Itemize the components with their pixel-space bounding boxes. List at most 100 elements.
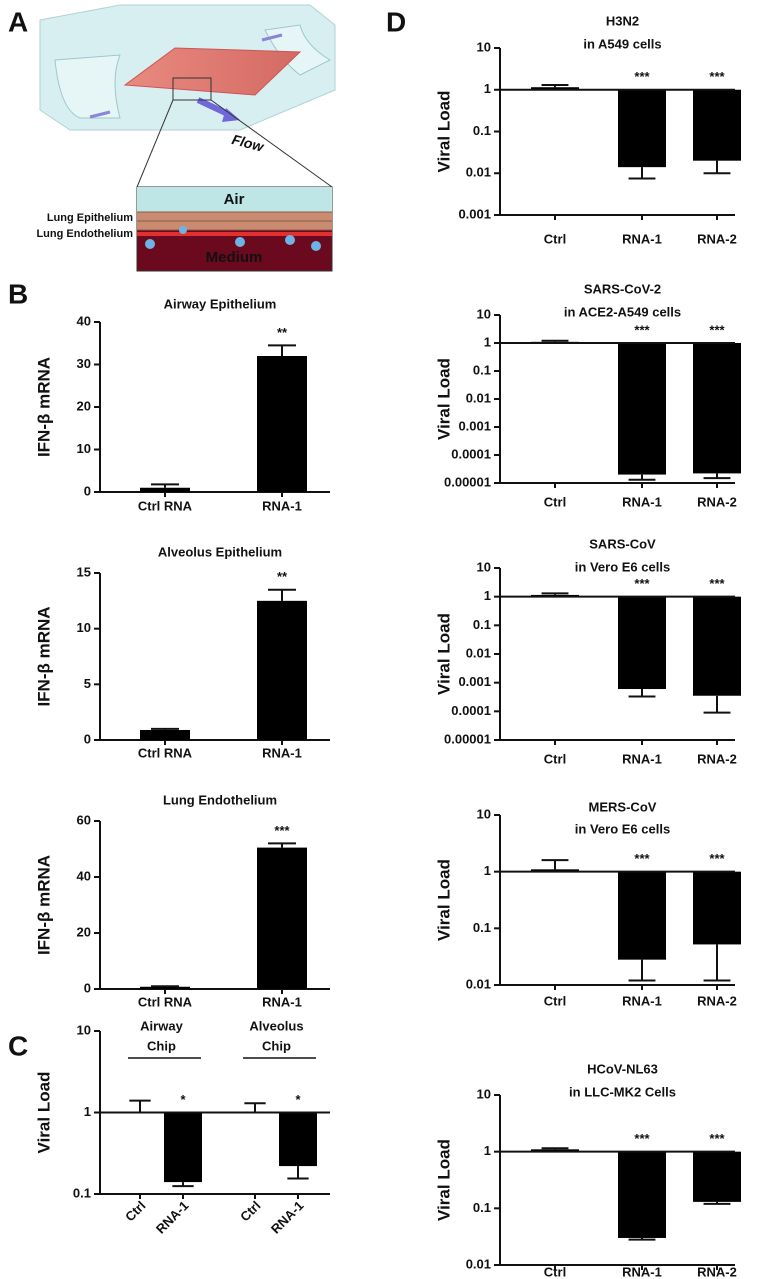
y-tick-label: 10 xyxy=(477,1086,491,1101)
y-tick-label: 0.1 xyxy=(73,1185,91,1200)
bar xyxy=(693,89,741,161)
x-tick-label: Ctrl xyxy=(544,1264,566,1279)
significance: * xyxy=(180,1092,186,1107)
y-tick-label: 1 xyxy=(484,863,491,878)
y-tick-label: 10 xyxy=(477,806,491,821)
y-tick-label: 0.0001 xyxy=(451,446,491,461)
bar xyxy=(618,871,666,960)
significance: *** xyxy=(709,69,725,84)
x-tick-label: RNA-1 xyxy=(622,993,662,1008)
bar xyxy=(693,596,741,696)
bar xyxy=(257,356,307,492)
y-axis-label: Viral Load xyxy=(434,1139,453,1221)
significance: * xyxy=(295,1092,301,1107)
bar xyxy=(531,1149,579,1152)
chart-title: in LLC-MK2 Cells xyxy=(569,1084,676,1099)
y-tick-label: 40 xyxy=(77,868,91,883)
significance: *** xyxy=(709,576,725,591)
significance: *** xyxy=(634,576,650,591)
chart-title: HCoV-NL63 xyxy=(587,1061,658,1076)
error-bar xyxy=(541,592,569,595)
chart-title: Lung Endothelium xyxy=(163,792,277,807)
y-tick-label: 0.0001 xyxy=(451,703,491,718)
error-bar xyxy=(703,473,731,480)
y-tick-label: 0.1 xyxy=(473,123,491,138)
x-tick-label: Ctrl RNA xyxy=(138,498,193,513)
y-tick-label: 0.1 xyxy=(473,617,491,632)
y-tick-label: 10 xyxy=(477,306,491,321)
x-tick-label: RNA-1 xyxy=(153,1198,192,1237)
y-tick-label: 1 xyxy=(484,588,491,603)
error-bar xyxy=(541,1147,569,1150)
error-bar xyxy=(628,1237,656,1241)
error-bar xyxy=(628,474,656,481)
error-bar xyxy=(129,1099,151,1113)
y-tick-label: 10 xyxy=(77,620,91,635)
flow-label: Flow xyxy=(230,131,266,155)
error-bar xyxy=(151,985,179,988)
bar xyxy=(140,487,190,492)
y-tick-label: 0.01 xyxy=(466,1256,491,1271)
x-tick-label: Ctrl xyxy=(544,231,566,246)
y-tick-label: 10 xyxy=(77,441,91,456)
significance: *** xyxy=(274,823,290,838)
y-tick-label: 0.00001 xyxy=(444,474,491,489)
y-tick-label: 30 xyxy=(77,356,91,371)
bar xyxy=(279,1112,317,1167)
group-label: Chip xyxy=(147,1038,176,1053)
panel-letter: D xyxy=(386,6,406,37)
error-bar xyxy=(151,483,179,488)
y-tick-label: 60 xyxy=(77,812,91,827)
x-tick-label: Ctrl xyxy=(544,751,566,766)
y-tick-label: 10 xyxy=(477,559,491,574)
error-bar xyxy=(151,727,179,730)
panel-letter: B xyxy=(8,278,28,309)
bar xyxy=(693,1151,741,1202)
chart-title: in Vero E6 cells xyxy=(575,559,670,574)
x-tick-label: RNA-2 xyxy=(697,1264,737,1279)
bar xyxy=(618,596,666,690)
bar xyxy=(140,986,190,989)
x-tick-label: RNA-1 xyxy=(622,751,662,766)
y-tick-label: 0.1 xyxy=(473,1200,491,1215)
y-tick-label: 10 xyxy=(477,39,491,54)
y-tick-label: 1 xyxy=(484,81,491,96)
bar xyxy=(257,847,307,989)
error-bar xyxy=(703,695,731,714)
y-tick-label: 5 xyxy=(84,676,91,691)
bar xyxy=(164,1112,202,1183)
chart-title: in A549 cells xyxy=(583,36,661,51)
error-bar xyxy=(244,1102,266,1113)
error-bar xyxy=(268,588,296,601)
error-bar xyxy=(172,1182,194,1188)
chart-title: MERS-CoV xyxy=(589,799,657,814)
error-bar xyxy=(628,689,656,698)
chip-diagram: Flow Air Medium Lung Epithelium Lung End… xyxy=(36,4,336,272)
x-tick-label: RNA-1 xyxy=(262,498,302,513)
air-label: Air xyxy=(224,191,245,208)
y-axis-label: Viral Load xyxy=(434,613,453,695)
group-label: Alveolus xyxy=(249,1018,303,1033)
x-tick-label: RNA-2 xyxy=(697,751,737,766)
significance: *** xyxy=(709,851,725,866)
endothelium-label: Lung Endothelium xyxy=(36,228,133,240)
bar xyxy=(693,343,741,474)
x-tick-label: RNA-1 xyxy=(268,1198,307,1237)
y-axis-label: Viral Load xyxy=(34,1072,53,1154)
bar xyxy=(531,87,579,90)
y-tick-label: 40 xyxy=(77,313,91,328)
y-tick-label: 0.01 xyxy=(466,976,491,991)
y-tick-label: 20 xyxy=(77,398,91,413)
y-tick-label: 0.01 xyxy=(466,165,491,180)
y-tick-label: 0 xyxy=(84,980,91,995)
bar xyxy=(531,869,579,872)
y-tick-label: 0.1 xyxy=(473,920,491,935)
y-tick-label: 0 xyxy=(84,483,91,498)
panel-letter: C xyxy=(8,1030,28,1061)
y-tick-label: 10 xyxy=(77,1022,91,1037)
significance: ** xyxy=(277,569,288,584)
x-tick-label: Ctrl RNA xyxy=(138,994,193,1009)
error-bar xyxy=(287,1166,309,1180)
